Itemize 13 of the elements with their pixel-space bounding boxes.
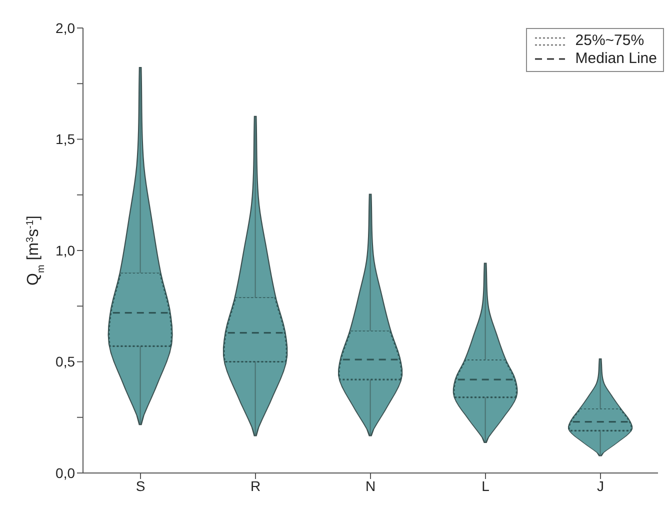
x-tick-label: J bbox=[597, 478, 604, 494]
y-tick-label: 0,0 bbox=[56, 464, 76, 481]
y-tick-label: 1,0 bbox=[56, 242, 76, 258]
y-tick-label: 1,5 bbox=[56, 131, 76, 148]
x-tick-label: N bbox=[365, 478, 376, 494]
legend-box: 25%~75% Median Line bbox=[526, 28, 664, 72]
x-tick-label: S bbox=[136, 478, 146, 494]
annotation: Median Line bbox=[575, 50, 657, 68]
x-tick-label: L bbox=[482, 478, 490, 494]
y-tick-label: 0,5 bbox=[56, 354, 76, 370]
x-tick-label: R bbox=[250, 478, 261, 494]
annotation: 25%~75% bbox=[575, 32, 644, 50]
y-tick-label: 2,0 bbox=[56, 20, 76, 36]
